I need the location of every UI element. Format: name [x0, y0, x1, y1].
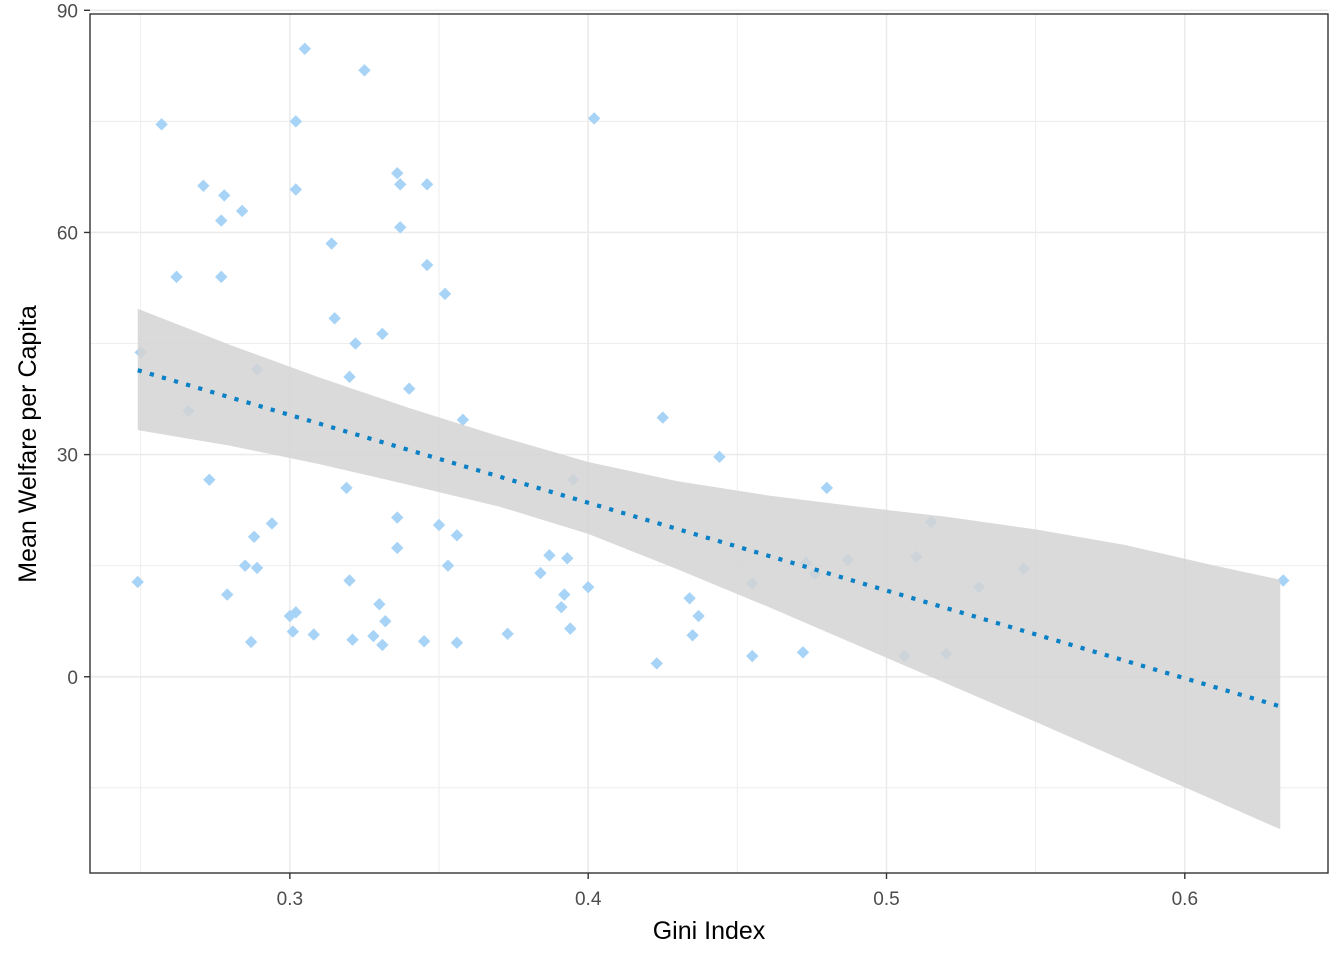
data-point [197, 179, 210, 192]
data-point [543, 549, 556, 562]
data-point [692, 609, 705, 623]
data-point [558, 588, 571, 601]
data-point [391, 541, 404, 555]
data-point [215, 270, 228, 284]
data-point [298, 42, 311, 56]
data-point [394, 178, 407, 191]
data-point [820, 481, 834, 495]
data-point [441, 559, 455, 572]
data-point [343, 574, 356, 587]
data-point [391, 167, 404, 180]
data-point [450, 529, 464, 542]
data-point [456, 413, 470, 427]
data-point [286, 625, 300, 638]
data-point [247, 530, 261, 544]
data-point [581, 580, 595, 594]
data-point [534, 566, 547, 580]
data-point [379, 615, 392, 628]
data-point [438, 287, 452, 301]
data-point [420, 178, 434, 191]
data-point [170, 270, 183, 284]
x-tick-label: 0.3 [277, 889, 303, 910]
x-axis-title: Gini Index [653, 917, 766, 945]
data-point [218, 189, 231, 202]
data-point [796, 646, 810, 659]
data-point [238, 559, 252, 572]
data-point [325, 237, 338, 250]
data-point [391, 511, 404, 524]
data-point [656, 411, 669, 424]
x-tick-label: 0.5 [873, 889, 899, 910]
y-axis-ticks: 0 30 60 90 [57, 1, 90, 689]
data-point [349, 337, 362, 350]
data-point [402, 382, 416, 395]
panel-border [89, 13, 1329, 874]
y-axis-title: Mean Welfare per Capita [14, 305, 42, 583]
data-point [394, 221, 407, 234]
trend-line [137, 368, 1281, 709]
data-point [561, 552, 574, 565]
data-point [713, 450, 726, 464]
data-point [328, 312, 341, 325]
data-point [746, 649, 759, 663]
data-point [650, 657, 663, 670]
x-tick-label: 0.6 [1172, 889, 1198, 910]
data-point [221, 588, 234, 601]
data-point [289, 115, 303, 128]
data-point [555, 600, 568, 614]
data-point [686, 629, 699, 642]
data-point [367, 629, 380, 643]
data-point [373, 597, 386, 611]
y-tick-label: 30 [57, 446, 78, 467]
data-point [683, 592, 696, 605]
data-point [358, 64, 371, 77]
data-point [244, 635, 258, 649]
data-point [376, 638, 389, 652]
data-point [265, 517, 279, 530]
data-point [346, 633, 359, 646]
y-tick-label: 60 [57, 223, 78, 244]
data-point [501, 627, 514, 641]
data-point [420, 258, 434, 272]
major-gridlines [90, 9, 1328, 873]
confidence-band [137, 308, 1281, 830]
data-point [131, 575, 144, 589]
data-point [340, 481, 353, 495]
data-point [343, 370, 356, 384]
x-axis-ticks: 0.3 0.4 0.5 0.6 [277, 873, 1198, 910]
data-point [564, 622, 577, 635]
data-point [417, 635, 431, 648]
y-tick-label: 0 [67, 668, 78, 689]
data-point [289, 606, 303, 619]
data-point [450, 636, 464, 649]
data-point [307, 628, 320, 641]
data-point [203, 473, 216, 486]
data-point [1277, 574, 1290, 587]
x-tick-label: 0.4 [575, 889, 602, 910]
data-point [235, 204, 249, 218]
data-point [155, 118, 168, 131]
data-point [432, 518, 446, 532]
y-tick-label: 90 [57, 1, 78, 22]
data-point [215, 214, 228, 227]
data-point [376, 327, 389, 341]
data-point [587, 112, 601, 125]
data-point [289, 183, 303, 196]
data-point [250, 561, 264, 575]
